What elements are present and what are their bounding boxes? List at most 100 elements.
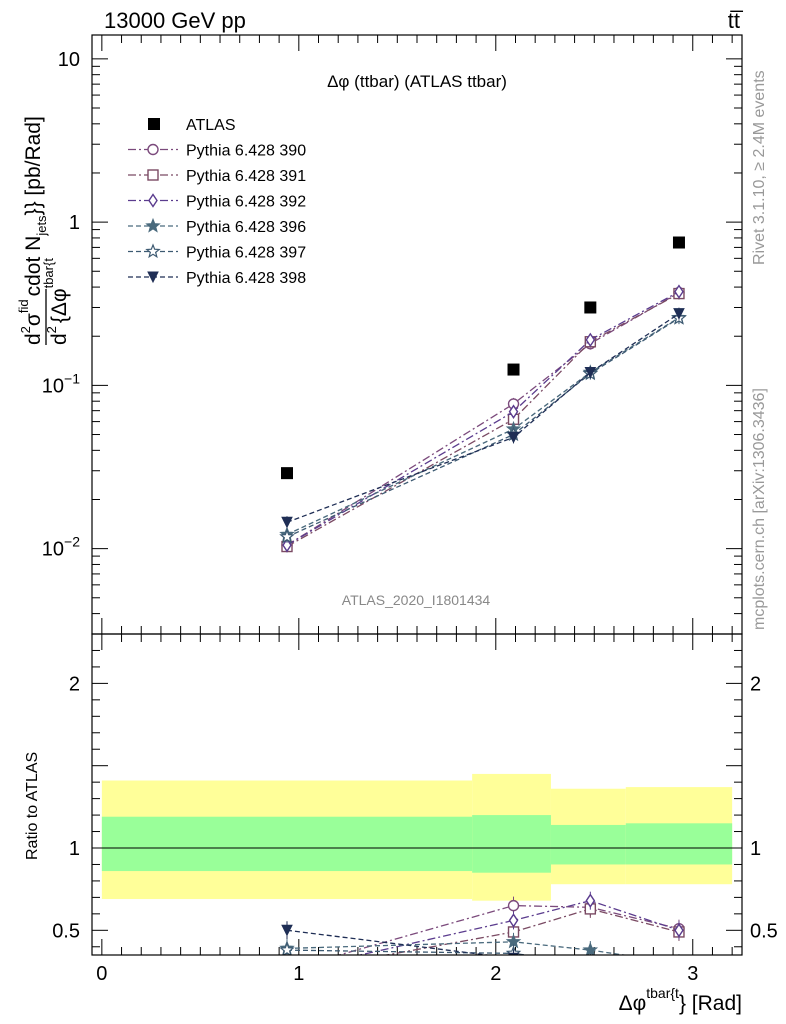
- main-plot-title: Δφ (ttbar) (ATLAS ttbar): [327, 72, 507, 91]
- ratio-data-layer: [279, 891, 685, 978]
- rivet-version-label: Rivet 3.1.10, ≥ 2.4M events: [751, 70, 768, 265]
- main-axis-ticks: [92, 35, 742, 635]
- series-line-1: [286, 293, 680, 548]
- main-y-tick-label-exp: −1: [64, 370, 80, 386]
- series-marker-5: [673, 308, 685, 320]
- series-marker-2: [508, 404, 519, 419]
- ylabel-den-d: d: [48, 333, 71, 345]
- legend-label-3: Pythia 6.428 396: [186, 219, 306, 236]
- x-tick-label: 1: [293, 963, 304, 985]
- legend-label-atlas: ATLAS: [186, 117, 236, 134]
- legend-entry-4: Pythia 6.428 397: [128, 243, 306, 262]
- ratio-series-marker-5: [674, 960, 684, 970]
- series-marker-5: [507, 431, 520, 444]
- main-y-tick-label: 10−1: [42, 370, 80, 397]
- legend-marker-4: [145, 243, 161, 259]
- series-marker-2: [282, 537, 292, 553]
- legend-entry-2: Pythia 6.428 392: [128, 193, 306, 211]
- main-y-tick-label-base: 10: [42, 539, 64, 561]
- ratio-band-green-1: [472, 815, 551, 873]
- legend-marker-3: [145, 217, 161, 233]
- ylabel-sup2: fid: [16, 299, 31, 313]
- ratio-series-line-3: [286, 941, 628, 955]
- series-line-3: [286, 317, 680, 536]
- svg-text:d2{Δφtbar{t: d2 {Δφtbar{t: [41, 258, 71, 345]
- series-line-2: [286, 291, 680, 546]
- main-y-tick-label: 10−2: [42, 534, 80, 561]
- main-data-layer: [279, 236, 687, 553]
- legend-marker-5: [147, 271, 159, 284]
- legend-label-5: Pythia 6.428 398: [186, 270, 306, 287]
- ratio-series-line-2: [357, 900, 680, 955]
- legend-marker-1: [147, 169, 159, 181]
- ratio-y-tick-label-left: 2: [69, 673, 80, 695]
- ratio-tick-labels: 0.5 0.5 1 1 2 2 0 1 2 3: [52, 673, 778, 985]
- ratio-series-line-0: [336, 904, 680, 955]
- x-tick-label: 2: [490, 963, 501, 985]
- series-marker-2: [674, 284, 684, 299]
- ratio-axis-ticks: [92, 634, 742, 955]
- ylabel-sup1: 2: [18, 326, 33, 333]
- x-axis-label: Δφtbar{t} [Rad]: [619, 985, 742, 1015]
- legend-entry-1: Pythia 6.428 391: [128, 168, 306, 185]
- ratio-band-green-2: [550, 824, 626, 865]
- mcplots-label: mcplots.cern.ch [arXiv:1306.3436]: [751, 388, 768, 630]
- ylabel-den-main: {Δφ: [48, 288, 71, 323]
- legend-label-0: Pythia 6.428 390: [186, 143, 306, 160]
- ratio-plot-panel: 0.5 0.5 1 1 2 2 0 1 2 3 Ratio to ATLAS Δφtbar{t} …: [24, 633, 778, 1015]
- ratio-series-marker-2: [508, 913, 519, 928]
- ratio-series-marker-0: [282, 965, 292, 975]
- legend-entry-0: Pythia 6.428 390: [128, 143, 306, 160]
- ratio-y-tick-label-right: 2: [750, 673, 761, 695]
- ratio-series-marker-1: [282, 968, 292, 978]
- series-line-5: [286, 313, 680, 523]
- x-tick-label: 3: [687, 963, 698, 985]
- ratio-series-line-5: [286, 929, 493, 955]
- ratio-series-marker-0: [507, 899, 520, 912]
- ratio-series-marker-4: [279, 941, 295, 955]
- series-marker-5: [584, 366, 597, 379]
- main-y-tick-label: 10: [58, 49, 80, 71]
- ratio-y-tick-label-left: 1: [69, 838, 80, 860]
- ratio-y-tick-label-left: 0.5: [52, 920, 80, 942]
- header-collision-label: 13000 GeV pp: [104, 8, 246, 33]
- svg-text:d2σfidcdot Njets}} [pb/Rad]: d2σfid cdot Njets}} [pb/Rad]: [16, 116, 49, 345]
- ratio-series-marker-4: [673, 960, 685, 972]
- main-y-tick-label: 1: [69, 212, 80, 234]
- series-line-4: [286, 317, 680, 538]
- legend-label-4: Pythia 6.428 397: [186, 245, 306, 262]
- ylabel-d: d: [22, 333, 45, 345]
- legend-entry-atlas: ATLAS: [148, 117, 236, 134]
- main-plot-panel: Δφ (ttbar) (ATLAS ttbar) ATLAS_2020_I180…: [42, 34, 743, 635]
- ratio-series-marker-3: [582, 941, 599, 955]
- legend-marker-2: [148, 193, 158, 208]
- ratio-series-marker-5: [281, 924, 293, 937]
- legend-entry-3: Pythia 6.428 396: [128, 217, 306, 236]
- ratio-series-marker-3: [673, 957, 685, 969]
- xlabel-main: Δφ: [619, 992, 647, 1015]
- series-marker-2: [585, 332, 596, 348]
- series-marker-4: [279, 528, 295, 544]
- main-y-tick-label-base: 10: [42, 375, 64, 397]
- legend-marker-atlas: [148, 118, 160, 130]
- ylabel-den-sup2: tbar{t: [41, 258, 56, 289]
- ratio-y-tick-label-right: 0.5: [750, 920, 778, 942]
- atlas-data-point: [672, 236, 685, 249]
- ratio-series-marker-2: [283, 965, 291, 977]
- series-line-0: [286, 292, 680, 546]
- atlas-data-point: [507, 363, 520, 376]
- ratio-y-tick-label-right: 1: [750, 838, 761, 860]
- ratio-series-marker-4: [584, 957, 596, 969]
- atlas-data-point: [584, 301, 597, 314]
- atlas-data-point: [281, 467, 293, 480]
- ratio-series-line-1: [383, 908, 680, 955]
- ratio-uncertainty-bands: [92, 773, 742, 901]
- series-marker-5: [281, 516, 293, 529]
- xlabel-tail: } [Rad]: [679, 992, 742, 1015]
- ratio-band-green-3: [625, 823, 733, 865]
- legend-label-2: Pythia 6.428 392: [186, 194, 306, 211]
- xlabel-sup: tbar{t: [646, 985, 679, 1001]
- legend-marker-0: [147, 143, 159, 156]
- ratio-band-green-0: [101, 816, 473, 872]
